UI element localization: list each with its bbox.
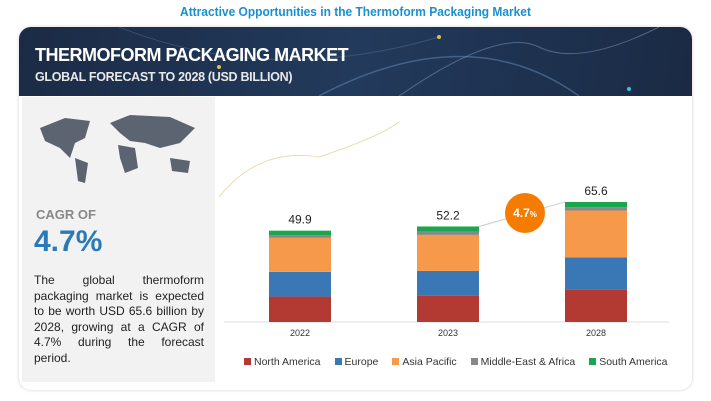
bar-segment-europe [565, 257, 627, 290]
legend-label: North America [254, 356, 321, 368]
cagr-value: 4.7% [34, 225, 103, 258]
legend-item: Middle-East & Africa [470, 356, 576, 368]
bar-segment-south-america [269, 230, 331, 236]
chart-legend: North America Europe Asia Pacific Middle-Ea… [244, 356, 668, 368]
legend-label: Asia Pacific [402, 356, 457, 368]
bar-segment-europe [269, 271, 331, 297]
bar-segment-north-america [565, 289, 627, 322]
legend-item: Asia Pacific [392, 356, 457, 368]
legend-item: South America [589, 356, 668, 368]
total-label: 52.2 [436, 208, 460, 222]
total-label: 65.6 [584, 184, 608, 198]
bar-segment-europe [417, 270, 479, 296]
cagr-label: CAGR OF [36, 207, 96, 222]
x-tick-label: 2023 [438, 328, 458, 338]
bar-segment-asia-pacific [565, 210, 627, 258]
cagr-badge-label: 4.7% [513, 206, 537, 220]
world-map-icon [40, 115, 195, 183]
legend-label: Middle-East & Africa [480, 356, 576, 368]
bar-segment-south-america [417, 226, 479, 232]
page-title: Attractive Opportunities in the Thermofo… [180, 4, 531, 19]
bar-segment-middle-east-africa [417, 231, 479, 235]
x-tick-label: 2022 [290, 328, 310, 338]
header-subtitle: GLOBAL FORECAST TO 2028 (USD BILLION) [35, 70, 293, 84]
cagr-badge [505, 193, 545, 233]
header-banner: THERMOFORM PACKAGING MARKET GLOBAL FOREC… [19, 27, 692, 96]
bar-segment-north-america [269, 296, 331, 322]
stacked-bar-chart: 49.9 2022 52.2 2023 65.6 2028 4.7% [218, 121, 669, 338]
legend-label: Europe [344, 356, 379, 368]
summary-panel: CAGR OF 4.7% The global thermoform packa… [22, 97, 215, 382]
bar-segment-south-america [565, 201, 627, 208]
bar-segment-north-america [417, 295, 479, 322]
legend-swatch [392, 358, 400, 365]
legend-label: South America [599, 356, 668, 368]
bar-segment-middle-east-africa [565, 207, 627, 211]
legend-item: Europe [334, 356, 379, 368]
decorative-lines [118, 27, 660, 96]
legend-swatch [334, 358, 342, 365]
legend-swatch [244, 358, 251, 365]
summary-text: The global thermoform packaging market i… [34, 273, 204, 365]
bar-segment-asia-pacific [417, 234, 479, 271]
bar-segment-middle-east-africa [269, 235, 331, 238]
total-label: 49.9 [288, 213, 312, 227]
header-title: THERMOFORM PACKAGING MARKET [35, 45, 349, 65]
legend-swatch [589, 358, 597, 365]
x-tick-label: 2028 [586, 328, 606, 338]
decorative-curve [218, 121, 400, 198]
legend-swatch [470, 358, 478, 365]
infographic-card: THERMOFORM PACKAGING MARKET GLOBAL FOREC… [19, 27, 692, 390]
legend-item: North America [244, 356, 321, 368]
bar-segment-asia-pacific [269, 237, 331, 272]
